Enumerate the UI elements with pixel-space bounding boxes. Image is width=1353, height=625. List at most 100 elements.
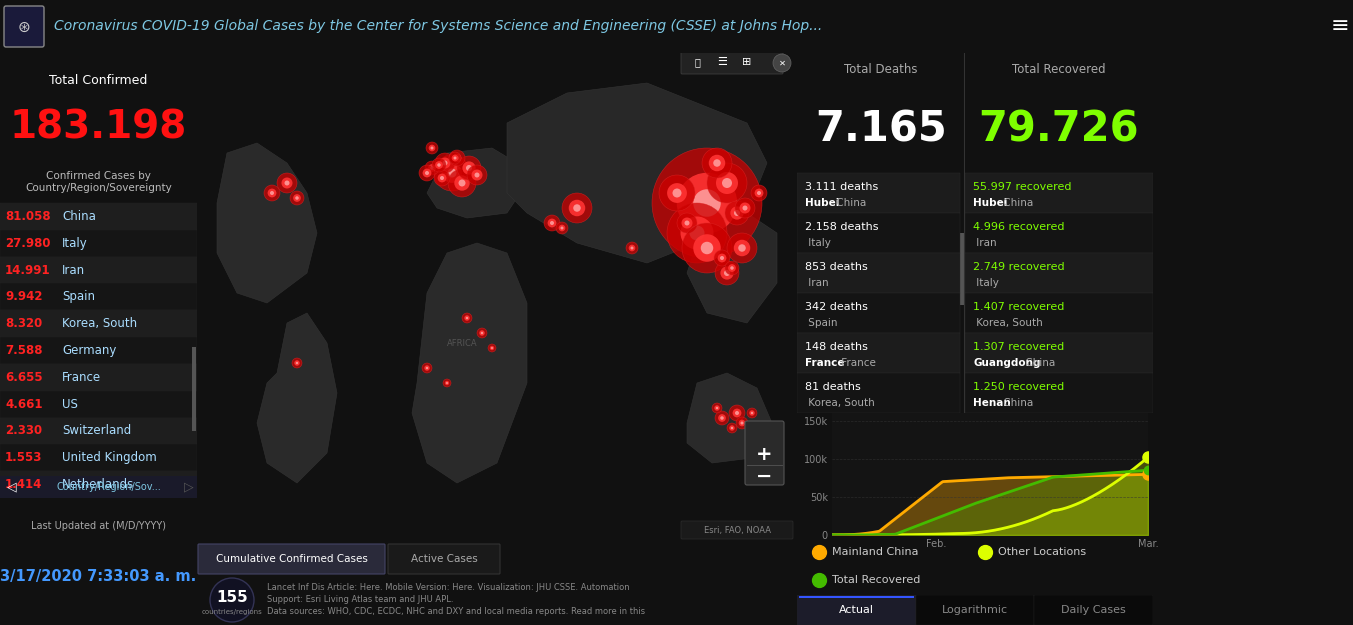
Circle shape [437, 174, 446, 182]
Text: 9.942: 9.942 [5, 291, 42, 303]
Circle shape [729, 405, 746, 421]
Circle shape [442, 163, 461, 183]
Circle shape [488, 344, 497, 352]
Circle shape [422, 169, 432, 177]
Circle shape [652, 148, 762, 258]
Circle shape [714, 405, 720, 411]
Text: Italy: Italy [62, 237, 88, 250]
Circle shape [434, 155, 469, 191]
Text: Iran: Iran [805, 278, 828, 288]
Circle shape [436, 161, 442, 169]
Text: Coronavirus COVID-19 Global Cases by the Center for Systems Science and Engineer: Coronavirus COVID-19 Global Cases by the… [54, 19, 823, 33]
Text: Guangdong: Guangdong [973, 358, 1040, 368]
Text: Iran: Iran [973, 238, 997, 248]
Text: Total Deaths: Total Deaths [844, 63, 917, 76]
Circle shape [544, 215, 560, 231]
Circle shape [724, 270, 731, 276]
Circle shape [735, 411, 739, 415]
Text: United Kingdom: United Kingdom [62, 451, 157, 464]
Circle shape [714, 261, 739, 285]
Polygon shape [687, 213, 777, 323]
Text: 148 deaths: 148 deaths [805, 342, 867, 352]
Circle shape [436, 153, 455, 173]
Text: 8.320: 8.320 [5, 317, 42, 330]
Bar [797, 595, 916, 625]
Text: 2.330: 2.330 [5, 424, 42, 438]
Circle shape [210, 578, 254, 622]
Text: Korea, South: Korea, South [62, 317, 137, 330]
Text: 2.749 recovered: 2.749 recovered [973, 262, 1065, 272]
Circle shape [449, 150, 465, 166]
Circle shape [725, 261, 739, 275]
FancyBboxPatch shape [681, 521, 793, 539]
Text: Hubei: Hubei [973, 198, 1008, 208]
Text: ▷: ▷ [184, 481, 193, 494]
Text: 🔖: 🔖 [694, 57, 700, 67]
Bar [0, 310, 198, 337]
FancyBboxPatch shape [388, 544, 501, 574]
Circle shape [463, 161, 476, 174]
Circle shape [277, 173, 298, 193]
Bar [1147, 233, 1151, 305]
Polygon shape [257, 313, 337, 483]
Text: Other Locations: Other Locations [999, 547, 1086, 557]
Text: 3/17/2020 7:33:03 a. m.: 3/17/2020 7:33:03 a. m. [0, 569, 196, 584]
Circle shape [727, 233, 756, 263]
Circle shape [716, 172, 737, 194]
Circle shape [551, 221, 553, 225]
Circle shape [295, 196, 299, 200]
Circle shape [290, 191, 304, 205]
Circle shape [720, 256, 724, 260]
Circle shape [685, 221, 690, 226]
Circle shape [426, 367, 429, 369]
Circle shape [735, 198, 755, 218]
Circle shape [723, 178, 732, 188]
Circle shape [690, 226, 705, 241]
Circle shape [672, 189, 682, 198]
Circle shape [480, 332, 483, 334]
Circle shape [733, 240, 751, 256]
Circle shape [630, 246, 633, 249]
Text: Mainland China: Mainland China [832, 547, 919, 557]
Bar [0, 257, 198, 284]
Text: Germany: Germany [62, 344, 116, 357]
Circle shape [731, 266, 733, 270]
Circle shape [430, 146, 433, 149]
Circle shape [708, 163, 747, 203]
Bar [0, 444, 198, 471]
Bar [916, 595, 1034, 625]
Circle shape [720, 266, 733, 279]
Text: +: + [756, 446, 773, 464]
Circle shape [733, 210, 740, 216]
Text: 14.991: 14.991 [5, 264, 50, 276]
Circle shape [729, 425, 735, 431]
Circle shape [667, 203, 727, 263]
Text: 1.250 recovered: 1.250 recovered [973, 382, 1065, 392]
Circle shape [442, 161, 448, 166]
Circle shape [727, 423, 737, 433]
Text: Italy: Italy [805, 238, 831, 248]
Text: Iran: Iran [62, 264, 85, 276]
Circle shape [574, 204, 580, 212]
Text: Esri, FAO, NOAA: Esri, FAO, NOAA [704, 526, 770, 534]
Circle shape [457, 156, 482, 180]
Circle shape [702, 148, 732, 178]
Text: Switzerland: Switzerland [62, 424, 131, 438]
Circle shape [756, 191, 760, 195]
Text: 7.588: 7.588 [5, 344, 42, 357]
Bar [0, 391, 198, 418]
Text: Active Cases: Active Cases [410, 554, 478, 564]
Bar [0, 418, 198, 444]
Circle shape [426, 142, 438, 154]
Circle shape [725, 201, 750, 225]
Bar [965, 213, 1153, 253]
Text: 81 deaths: 81 deaths [805, 382, 861, 392]
Circle shape [449, 152, 461, 164]
Circle shape [467, 165, 487, 185]
Text: China: China [1023, 358, 1055, 368]
Text: ≡: ≡ [1331, 16, 1349, 36]
Text: 342 deaths: 342 deaths [805, 302, 867, 312]
Text: Cumulative Confirmed Cases: Cumulative Confirmed Cases [216, 554, 368, 564]
FancyBboxPatch shape [681, 50, 783, 74]
Text: 183.198: 183.198 [9, 109, 187, 147]
